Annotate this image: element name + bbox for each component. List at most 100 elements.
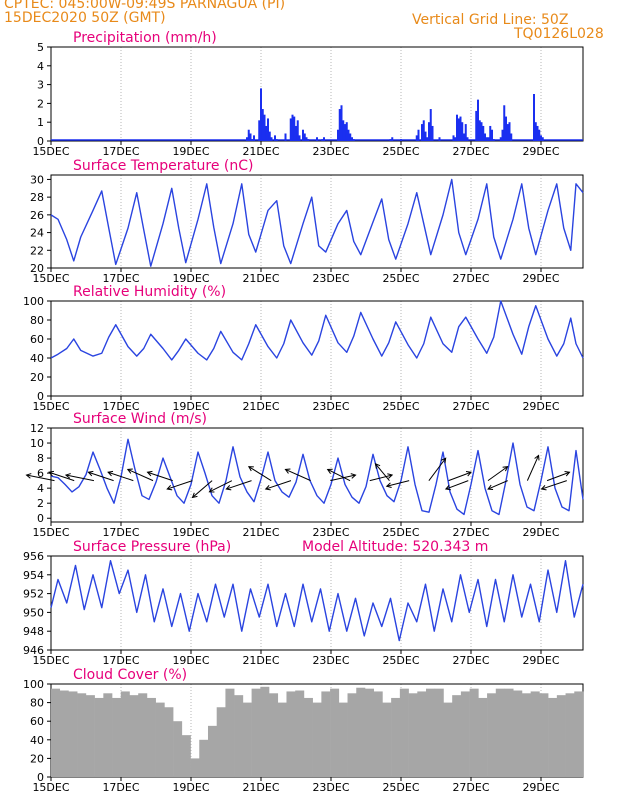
precip-bar (246, 137, 248, 141)
precip-bar (541, 137, 544, 141)
cloud-bar (269, 693, 279, 777)
precip-bar (505, 116, 507, 141)
wind-arrow (428, 457, 447, 481)
cloud-bar (138, 693, 148, 777)
precip-bar (347, 129, 350, 141)
precip-bar (415, 135, 418, 141)
x-tick-label: 19DEC (172, 145, 209, 158)
precip-bar (491, 129, 493, 141)
cloud-bar (77, 693, 87, 777)
cloud-bar (417, 691, 427, 777)
wind-arrow (541, 480, 567, 490)
precip-bar (463, 133, 465, 141)
x-tick-label: 23DEC (312, 654, 349, 667)
cloud-bar (347, 693, 357, 777)
x-tick-label: 25DEC (382, 526, 419, 539)
y-tick-label: 100 (23, 678, 44, 691)
wind-arrow (88, 471, 114, 482)
x-tick-label: 25DEC (382, 400, 419, 413)
x-tick-label: 29DEC (522, 781, 559, 794)
wind-arrow-head (87, 470, 94, 477)
wind-arrow (369, 474, 393, 482)
y-tick-label: 2 (37, 497, 44, 510)
precip-bar (421, 124, 423, 141)
precip-bar (391, 137, 394, 141)
y-tick-label: 26 (30, 209, 44, 222)
cloud-bar (434, 688, 444, 777)
cloud-bar (504, 688, 514, 777)
cloud-bar (530, 691, 540, 777)
wind-arrow (226, 480, 252, 490)
cloud-bar (51, 688, 61, 777)
wind-arrow-head (534, 454, 540, 461)
precip-bar (540, 135, 542, 141)
precip-bar (303, 133, 306, 141)
precip-bar (253, 135, 255, 141)
cloud-bar (321, 691, 331, 777)
precip-bar (480, 122, 483, 141)
cloud-bar (487, 693, 497, 777)
cloud-bar (356, 687, 366, 777)
y-tick-label: 954 (23, 569, 44, 582)
x-tick-label: 29DEC (522, 145, 559, 158)
wind-arrow-head (387, 473, 394, 479)
precip-bar (340, 105, 343, 141)
cloud-bar (574, 691, 584, 777)
precip-bar (456, 114, 458, 141)
panel-frame (50, 300, 584, 397)
y-tick-label: 80 (30, 314, 44, 327)
y-tick-label: 60 (30, 715, 44, 728)
cloud-bar (103, 693, 113, 777)
precip-bar (475, 110, 478, 141)
wind-arrow-head (208, 487, 215, 493)
cloud-bar (181, 735, 191, 777)
cloud-bar (565, 693, 575, 777)
cloud-bar (469, 688, 479, 777)
cloud-bar (399, 688, 409, 777)
wind-arrow (167, 480, 193, 490)
panel-frame (50, 46, 584, 142)
wind-arrow (265, 480, 292, 490)
precip-bar (260, 88, 262, 141)
wind-arrow-head (444, 484, 451, 491)
y-tick-label: 1 (37, 116, 44, 129)
cloud-bar (521, 693, 531, 777)
panel-frame (50, 427, 584, 523)
wind-arrow (448, 471, 472, 482)
x-tick-label: 23DEC (312, 145, 349, 158)
x-tick-label: 27DEC (452, 781, 489, 794)
x-tick-label: 19DEC (172, 272, 209, 285)
x-tick-label: 19DEC (172, 400, 209, 413)
precip-bar (501, 129, 504, 141)
precip-bar (349, 133, 352, 141)
cloud-bar (68, 691, 78, 777)
precip-bar (454, 137, 457, 141)
panel-2: 0 20 40 60 80 100 15DEC 17DEC 19DEC 21DEC 23DEC 25D… (23, 284, 584, 413)
wind-arrow-head (326, 468, 333, 474)
x-tick-label: 17DEC (102, 145, 139, 158)
panel-frame (50, 174, 584, 269)
y-tick-label: 10 (30, 437, 44, 450)
y-tick-label: 0 (37, 135, 44, 148)
wind-arrow (209, 480, 233, 493)
x-tick-label: 25DEC (382, 272, 419, 285)
y-tick-label: 40 (30, 352, 44, 365)
precip-bar (249, 133, 252, 141)
cloud-bar (364, 688, 374, 777)
precip-bar (477, 99, 479, 141)
x-tick-label: 17DEC (102, 781, 139, 794)
panel-5: 0 20 40 60 80 100 15DEC 17DEC 19DEC 21DEC 23DEC 25D… (23, 667, 584, 794)
x-tick-label: 27DEC (452, 400, 489, 413)
precip-bar (431, 125, 434, 141)
y-tick-label: 60 (30, 333, 44, 346)
y-tick-label: 12 (30, 422, 44, 435)
x-tick-label: 29DEC (522, 654, 559, 667)
precip-bar (459, 116, 462, 141)
precip-bar (438, 137, 441, 141)
header-code: TQ0126L028 (514, 26, 604, 42)
x-tick-label: 21DEC (242, 654, 279, 667)
cloud-bar (539, 693, 549, 777)
y-tick-label: 24 (30, 227, 44, 240)
y-tick-label: 28 (30, 191, 44, 204)
y-tick-label: 20 (30, 371, 44, 384)
